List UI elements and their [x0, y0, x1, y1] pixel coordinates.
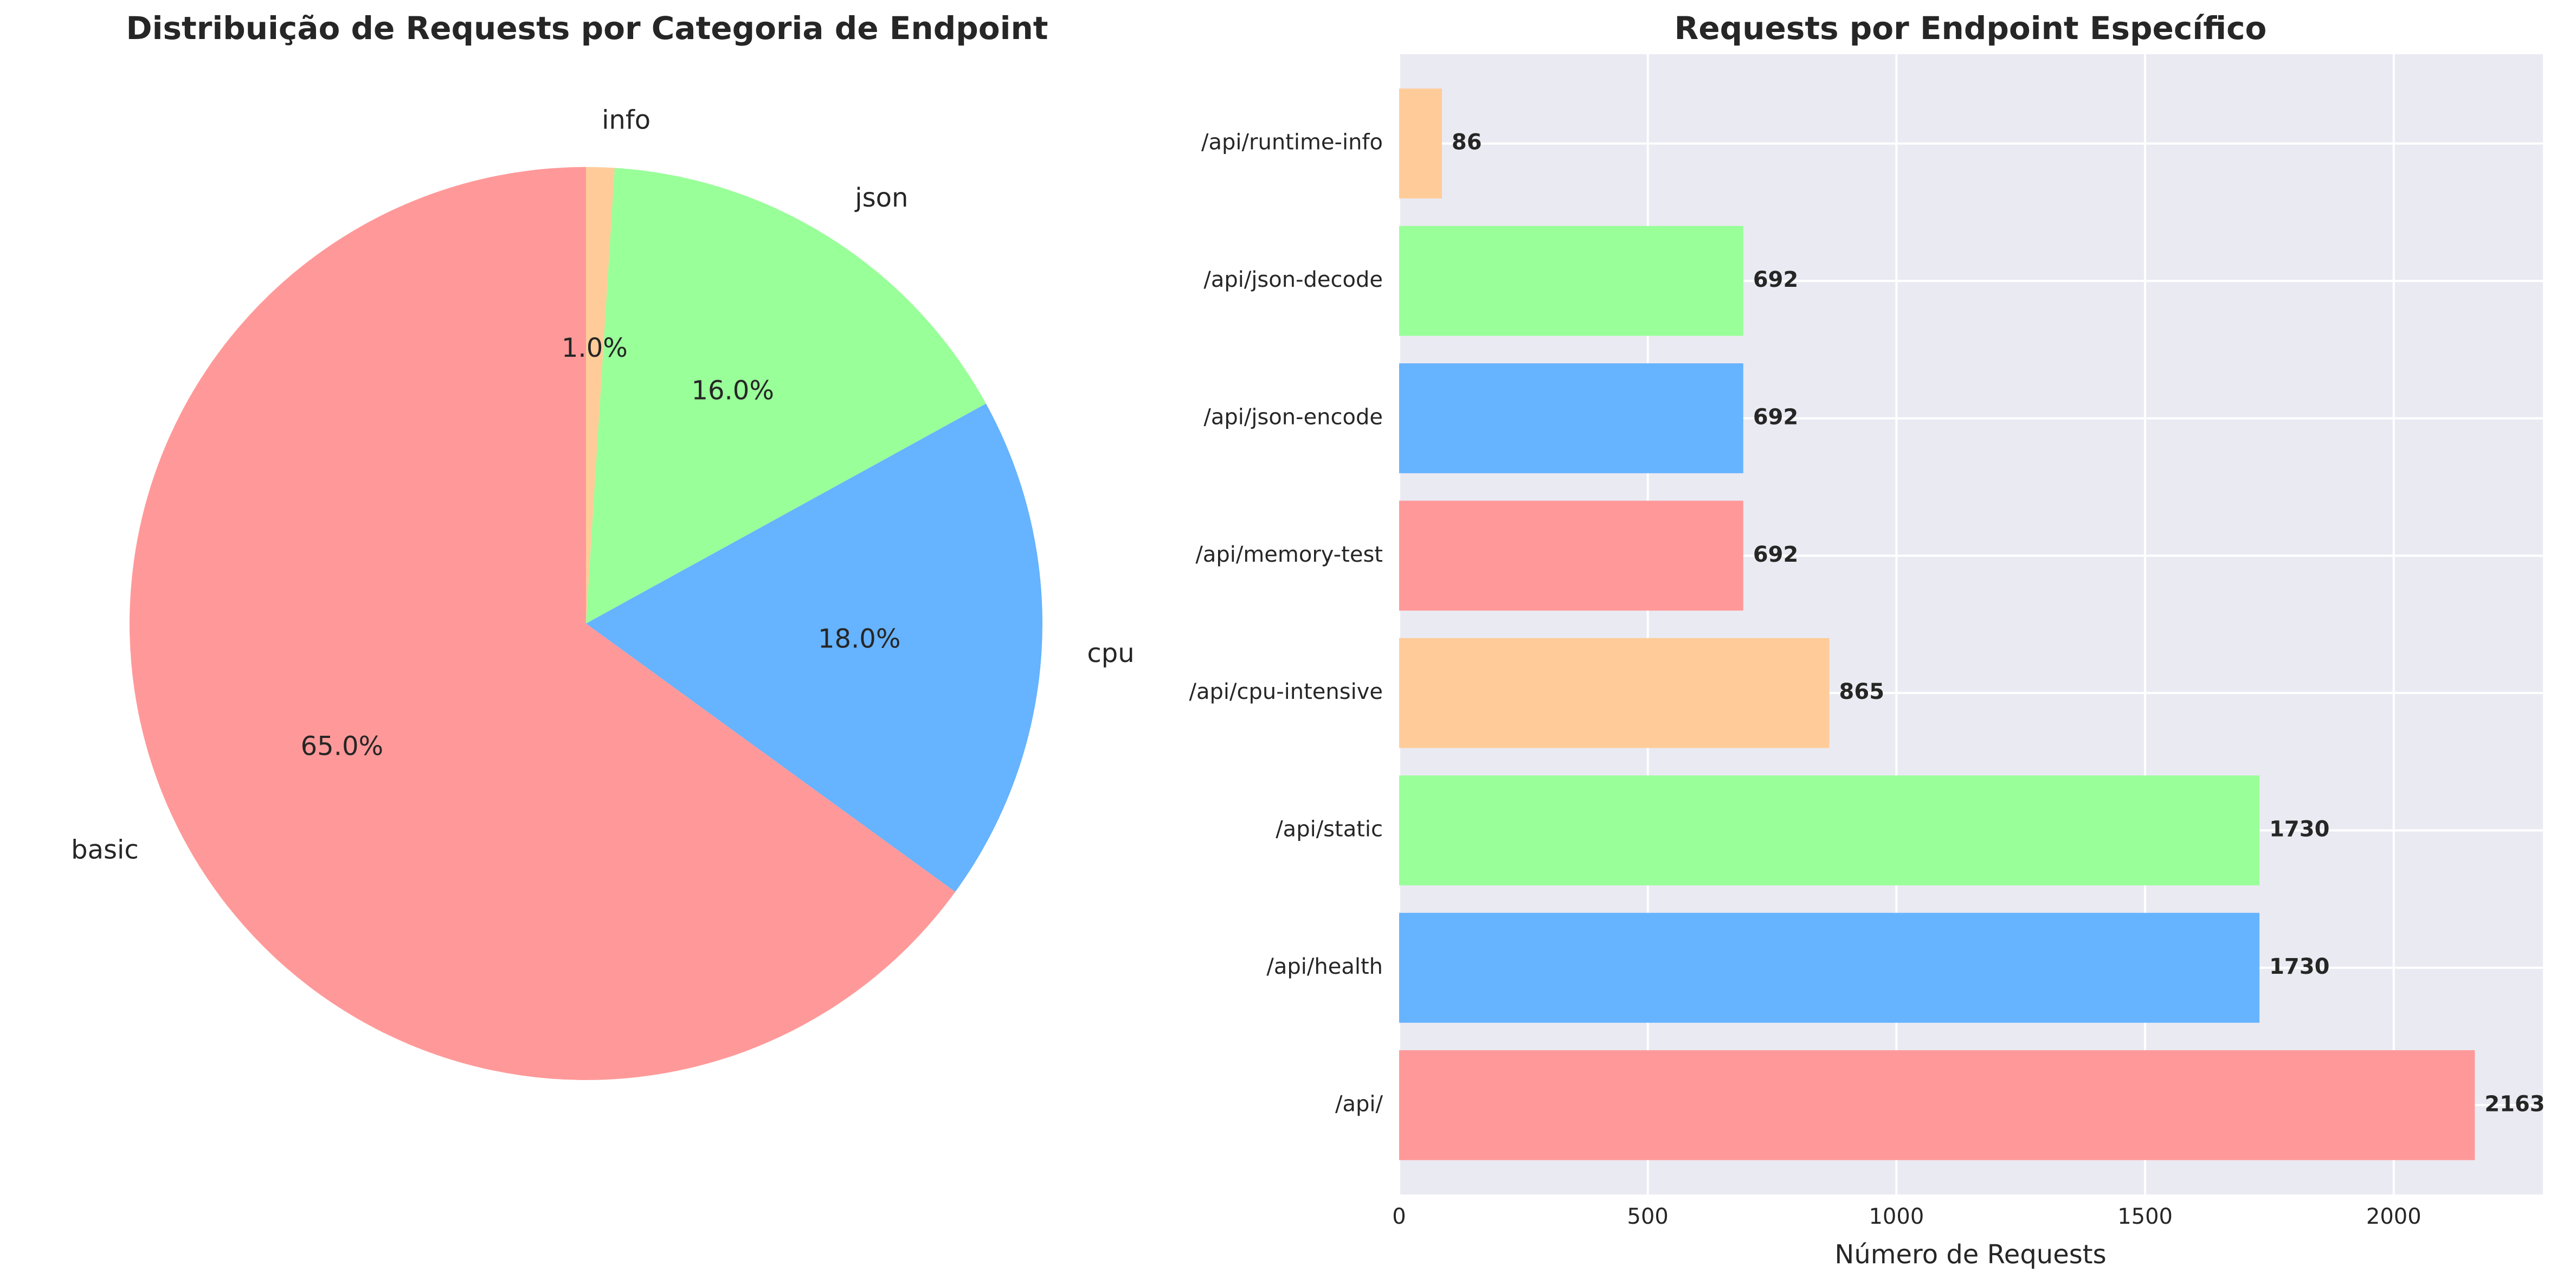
x-axis-label: Número de Requests	[1834, 1239, 2106, 1270]
bar-value-label: 2163	[2484, 1091, 2545, 1116]
x-tick-label: 500	[1627, 1204, 1669, 1229]
pie-chart-title: Distribuição de Requests por Categoria d…	[126, 10, 1048, 47]
bar-/api/json-decode	[1399, 226, 1743, 336]
bar-/api/health	[1399, 913, 2260, 1023]
bar-value-label: 692	[1753, 542, 1799, 567]
pie-labels: basic 65.0% cpu 18.0% json 16.0% info 1.0%	[71, 105, 1135, 865]
bar-chart-title: Requests por Endpoint Específico	[1675, 10, 2267, 47]
bar-/api/memory-test	[1399, 500, 1743, 611]
bar-/api/cpu-intensive	[1399, 638, 1830, 748]
x-tick-labels: 0 500 1000 1500 2000	[1392, 1204, 2421, 1229]
bars	[1399, 88, 2475, 1160]
bar-value-label: 86	[1452, 130, 1482, 155]
y-tick-label: /api/	[1335, 1091, 1383, 1116]
bar-value-label: 865	[1839, 679, 1885, 704]
pie-label-basic: basic	[71, 834, 139, 865]
bar-/api/runtime-info	[1399, 88, 1442, 199]
pie-pct-cpu: 18.0%	[818, 624, 900, 654]
x-tick-label: 0	[1392, 1204, 1406, 1229]
y-tick-label: /api/health	[1266, 954, 1383, 979]
bar-value-label: 1730	[2269, 817, 2329, 842]
y-tick-label: /api/json-encode	[1203, 404, 1383, 429]
y-tick-label: /api/json-decode	[1203, 267, 1383, 292]
pie-slice-json	[586, 168, 986, 624]
y-tick-label: /api/cpu-intensive	[1189, 679, 1383, 704]
bar-value-label: 1730	[2269, 954, 2329, 979]
pie-chart-panel: Distribuição de Requests por Categoria d…	[71, 10, 1135, 1081]
bar-/api/	[1399, 1050, 2475, 1160]
y-tick-label: /api/static	[1276, 817, 1383, 842]
pie-slice-basic	[130, 167, 956, 1081]
y-tick-label: /api/memory-test	[1195, 542, 1383, 567]
x-tick-label: 1000	[1869, 1204, 1924, 1229]
y-tick-labels: /api/ /api/health/api/static/api/cpu-inte…	[1189, 130, 1383, 1117]
bar-value-label: 692	[1753, 267, 1799, 292]
bar-/api/static	[1399, 775, 2260, 885]
pie-slices	[130, 167, 1043, 1081]
bar-value-labels: 2163 1730 1730 865 692 692 692 86	[1452, 130, 2545, 1117]
bar-value-label: 692	[1753, 404, 1799, 429]
pie-label-info: info	[602, 105, 651, 135]
bar-/api/json-encode	[1399, 363, 1743, 473]
pie-slice-cpu	[586, 403, 1043, 892]
pie-label-cpu: cpu	[1087, 638, 1134, 669]
x-tick-label: 2000	[2366, 1204, 2422, 1229]
plot-area	[1399, 54, 2543, 1194]
pie-label-json: json	[854, 183, 908, 213]
y-tick-label: /api/runtime-info	[1201, 130, 1383, 155]
pie-pct-info: 1.0%	[562, 333, 628, 363]
x-tick-label: 1500	[2117, 1204, 2173, 1229]
pie-slice-info	[586, 167, 615, 624]
pie-pct-basic: 65.0%	[301, 731, 383, 761]
bar-chart-panel: Requests por Endpoint Específico /api//a…	[1189, 10, 2545, 1270]
pie-pct-json: 16.0%	[691, 375, 774, 406]
